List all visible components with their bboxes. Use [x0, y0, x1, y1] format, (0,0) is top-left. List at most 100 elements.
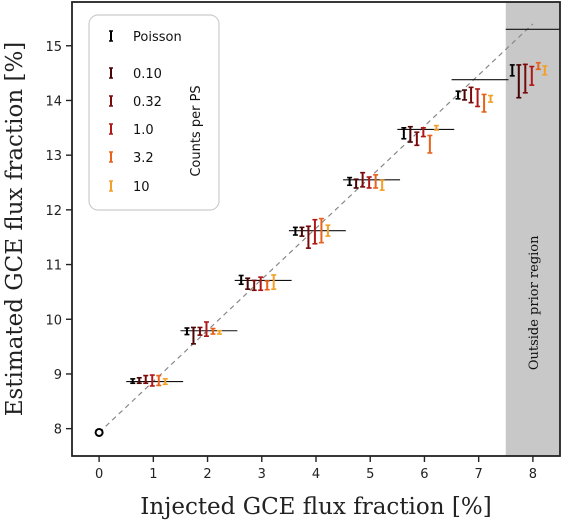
diagonal-line [98, 23, 534, 433]
x-tick-label: 8 [529, 467, 537, 482]
error-bar [366, 176, 372, 189]
legend-label: Poisson [133, 30, 182, 45]
error-bar [475, 88, 481, 108]
legend-item: Poisson [109, 30, 182, 45]
x-tick-label: 1 [149, 467, 157, 482]
legend-side-label: Counts per PS [189, 85, 204, 176]
series-error-bars [130, 61, 548, 387]
error-bar [136, 376, 142, 385]
legend-label: 10 [133, 180, 150, 195]
series-2 [143, 63, 528, 385]
error-bar [216, 329, 222, 335]
x-tick-label: 4 [312, 467, 320, 482]
y-tick-label: 15 [45, 40, 62, 55]
error-bar [353, 178, 359, 189]
error-bar [433, 124, 439, 131]
error-bar [245, 277, 251, 290]
legend-label: 0.10 [133, 67, 162, 82]
x-axis: 0 1 2 3 4 5 6 7 8 [95, 456, 537, 482]
x-tick-label: 3 [258, 467, 266, 482]
error-bar [305, 225, 311, 249]
legend-label: 3.2 [133, 151, 154, 166]
origin-marker [94, 427, 104, 437]
error-bar [299, 226, 305, 237]
legend-label: 1.0 [133, 123, 154, 138]
x-tick-label: 0 [95, 467, 103, 482]
legend-item: 1.0 [109, 123, 154, 138]
series-5 [162, 65, 548, 386]
x-tick-label: 7 [475, 467, 483, 482]
error-bar [203, 321, 209, 338]
series-0 [130, 64, 515, 385]
y-tick-label: 11 [45, 259, 62, 274]
error-bar [312, 218, 318, 245]
y-axis: 8 9 10 11 12 13 14 15 [45, 40, 72, 438]
error-bar [149, 374, 155, 387]
error-bar [509, 64, 515, 77]
error-bar [542, 65, 548, 76]
error-bar [143, 374, 149, 385]
shaded-region: Outside prior region [505, 2, 560, 456]
error-bar [325, 224, 331, 237]
error-bar [264, 280, 270, 291]
error-bar [414, 131, 420, 147]
error-bar [190, 326, 196, 345]
error-bar [251, 279, 257, 292]
y-tick-label: 12 [45, 204, 62, 219]
error-bar [462, 89, 468, 101]
y-tick-label: 8 [54, 423, 62, 438]
error-bar [210, 327, 216, 335]
error-bar [197, 326, 203, 336]
legend-item: 0.10 [109, 67, 162, 82]
legend: Poisson 0.10 0.32 1.0 3.2 10 Counts per PS [88, 14, 220, 211]
error-bar [258, 276, 264, 292]
error-bar [455, 90, 461, 100]
x-tick-label: 6 [420, 467, 428, 482]
error-bar [535, 61, 541, 71]
error-bar [373, 174, 379, 189]
legend-box [88, 14, 220, 211]
y-tick-label: 13 [45, 149, 62, 164]
outside-prior-shade [505, 2, 560, 456]
error-bar [360, 171, 366, 188]
x-tick-label: 2 [203, 467, 211, 482]
error-bar [130, 378, 136, 385]
error-bar [516, 64, 522, 99]
diagonal-dashed-line [98, 23, 534, 433]
origin-point [94, 427, 104, 437]
y-axis-label: Estimated GCE flux fraction [%] [2, 42, 28, 417]
true-value-lines [126, 28, 560, 383]
error-bar [271, 274, 277, 290]
x-tick-label: 5 [366, 467, 374, 482]
y-tick-label: 14 [45, 94, 62, 109]
error-bar [318, 217, 324, 244]
error-bar [488, 94, 494, 103]
error-bar [184, 327, 190, 336]
error-bar [481, 93, 487, 113]
error-bar [407, 125, 413, 143]
series-1 [136, 64, 522, 385]
outside-prior-label: Outside prior region [527, 235, 542, 370]
series-3 [149, 65, 535, 387]
error-bar [292, 226, 298, 236]
error-bar [522, 63, 528, 94]
error-bar [379, 179, 385, 191]
legend-label: 0.32 [133, 95, 162, 110]
y-tick-label: 9 [54, 368, 62, 383]
error-bar [420, 127, 426, 138]
error-bar [156, 374, 162, 387]
legend-item: 10 [109, 180, 150, 195]
series-4 [156, 61, 541, 387]
y-tick-label: 10 [45, 313, 62, 328]
error-bar [427, 134, 433, 154]
x-axis-label: Injected GCE flux fraction [%] [140, 494, 491, 520]
error-bar [162, 378, 168, 386]
error-bar [529, 65, 535, 86]
error-bar [238, 274, 244, 286]
error-bar [468, 86, 474, 104]
legend-item: 3.2 [109, 151, 154, 166]
legend-item: 0.32 [109, 95, 162, 110]
error-bar [401, 127, 407, 140]
error-bar [347, 176, 353, 187]
